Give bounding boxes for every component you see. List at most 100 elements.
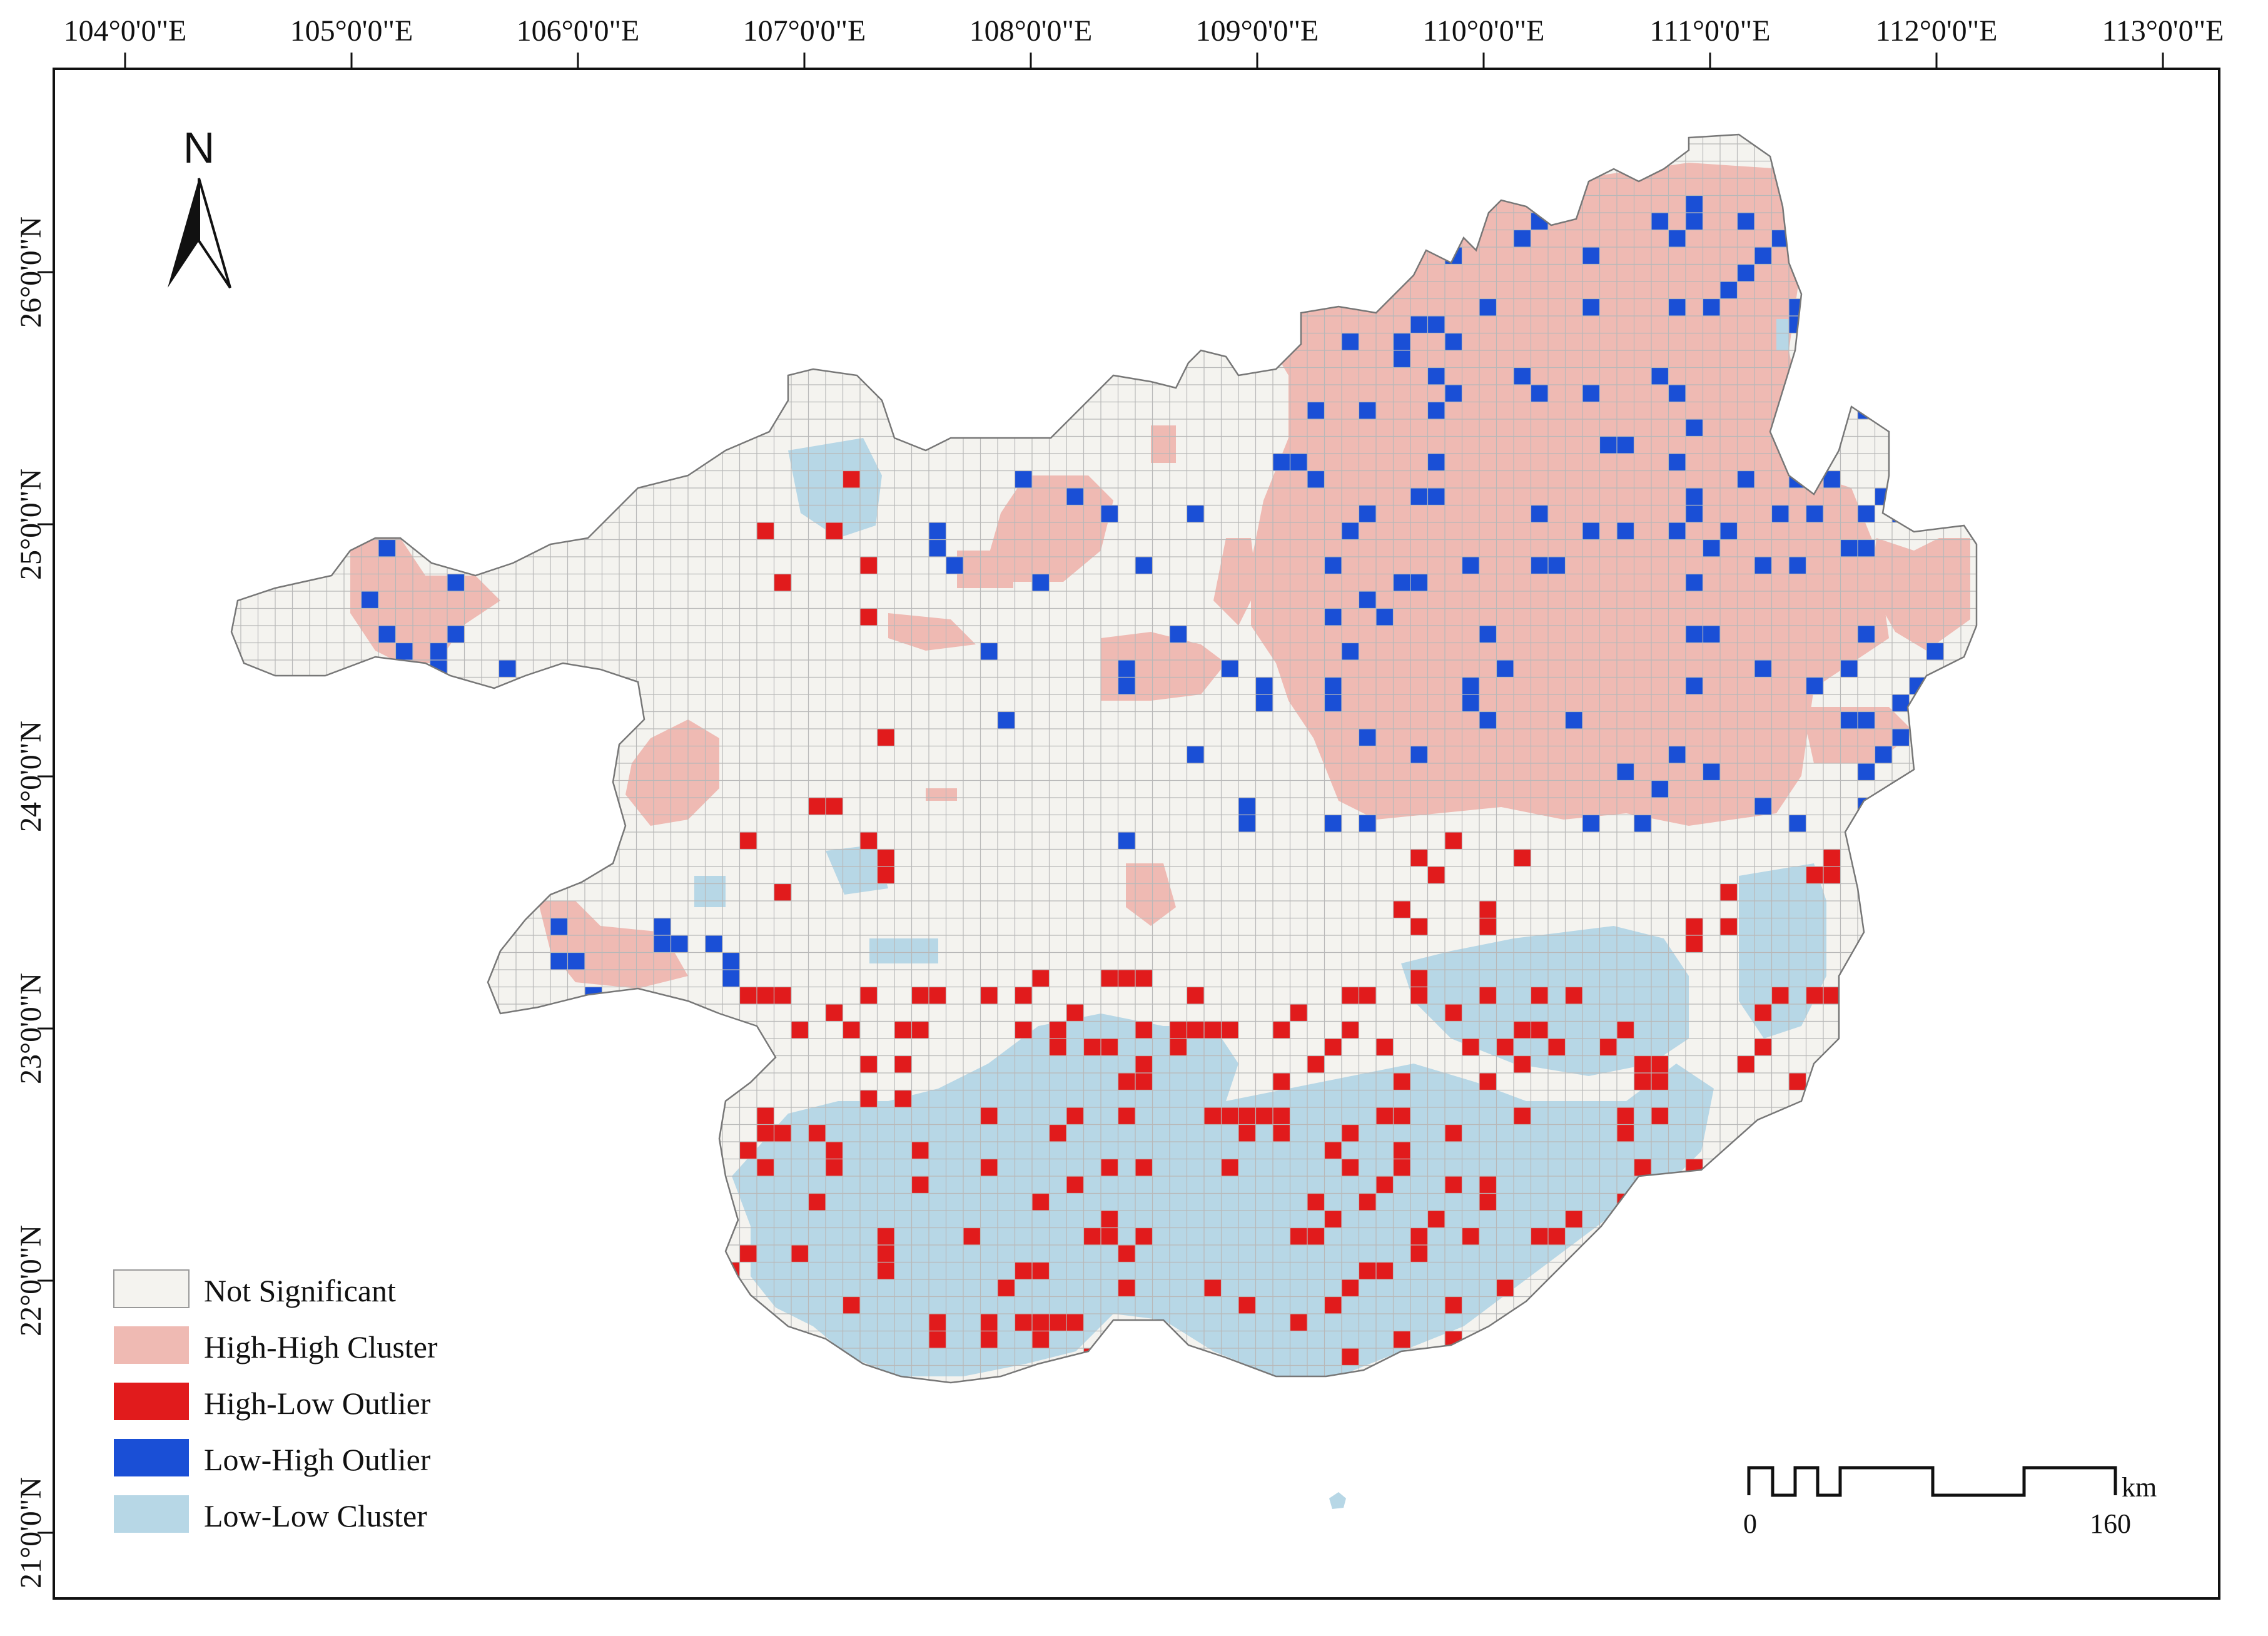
high-low-outlier [1617,1021,1634,1039]
legend-swatch-high-low [114,1383,189,1420]
high-low-outlier [911,1142,929,1159]
low-high-outlier [1514,367,1531,385]
high-low-outlier [774,574,791,591]
low-high-outlier [1720,522,1738,540]
high-low-outlier [1462,1227,1479,1245]
low-high-outlier [1858,539,1875,557]
low-high-outlier [1858,626,1875,643]
high-low-outlier [1410,1227,1428,1245]
low-high-outlier [499,660,516,678]
high-low-outlier [1823,987,1841,1004]
north-arrow-icon [168,178,231,289]
lon-label-108: 108°0'0"E [969,14,1093,48]
high-low-outlier [1548,1227,1566,1245]
low-high-outlier [1703,626,1720,643]
high-high-cluster [926,788,957,801]
high-low-outlier [1359,1193,1376,1211]
low-high-outlier [929,539,946,557]
high-low-outlier [739,1245,757,1263]
low-high-outlier [1514,230,1531,247]
low-high-outlier [1754,660,1772,678]
high-low-outlier [1049,1021,1066,1039]
high-low-outlier [980,1107,998,1125]
high-low-outlier [1135,970,1153,987]
low-high-outlier [1771,505,1789,522]
high-low-outlier [1135,1227,1153,1245]
scale-unit-label: km [2122,1472,2157,1503]
low-high-outlier [1479,298,1497,316]
low-high-outlier [1548,557,1566,574]
high-low-outlier [1118,1107,1135,1125]
high-low-outlier [1565,987,1582,1004]
low-high-outlier [1806,677,1823,694]
low-high-outlier [1307,402,1325,419]
high-low-outlier [1651,1107,1669,1125]
high-low-outlier [1238,1107,1256,1125]
high-low-outlier [1066,1314,1084,1331]
low-high-outlier [1789,815,1806,832]
high-low-outlier [1187,987,1204,1004]
low-high-outlier [1393,350,1410,368]
lon-label-109: 109°0'0"E [1196,14,1319,48]
low-high-outlier [1427,488,1445,506]
high-low-outlier [826,1004,843,1022]
low-high-outlier [1255,694,1273,712]
high-low-outlier [980,987,998,1004]
low-high-outlier [1840,711,1858,729]
high-low-outlier [774,1124,791,1142]
high-low-outlier [1548,1039,1566,1056]
low-high-outlier [1737,213,1754,230]
low-high-outlier [1651,213,1669,230]
high-low-outlier [860,608,878,626]
high-low-outlier [1032,1331,1050,1348]
low-high-outlier [1238,815,1256,832]
low-high-outlier [1926,643,1944,660]
low-high-outlier [1101,505,1118,522]
low-high-outlier [1359,815,1376,832]
high-low-outlier [1393,1073,1410,1090]
low-low-cluster [694,876,726,907]
high-low-outlier [1015,1314,1032,1331]
high-low-outlier [1255,1107,1273,1125]
high-low-outlier [911,1021,929,1039]
high-low-outlier [1238,1296,1256,1314]
low-high-outlier [1789,557,1806,574]
island [1329,1492,1346,1509]
high-low-outlier [1445,1124,1462,1142]
high-low-outlier [1599,1039,1617,1056]
high-low-outlier [929,987,946,1004]
high-low-outlier [1066,1176,1084,1194]
lon-label-107: 107°0'0"E [743,14,866,48]
high-low-outlier [826,522,843,540]
high-low-outlier [1118,1073,1135,1090]
low-high-outlier [946,557,963,574]
high-low-outlier [1823,849,1841,866]
high-low-outlier [1479,918,1497,935]
high-low-outlier [826,1159,843,1176]
low-high-outlier [654,918,671,935]
latitude-labels: 26°0'0"N 25°0'0"N 24°0'0"N 23°0'0"N 22°0… [14,216,48,1588]
low-high-outlier [1015,470,1032,488]
region-boundary [230,133,1978,1384]
high-low-outlier [1410,1245,1428,1263]
low-high-outlier [980,643,998,660]
high-low-outlier [1324,1142,1342,1159]
low-high-outlier [1342,333,1359,350]
lon-label-105: 105°0'0"E [290,14,413,48]
low-high-outlier [1858,711,1875,729]
high-low-outlier [929,1331,946,1348]
high-low-outlier [1531,987,1548,1004]
low-high-outlier [1187,505,1204,522]
high-low-outlier [1290,1227,1307,1245]
high-low-outlier [1307,1055,1325,1073]
high-low-outlier [980,1159,998,1176]
high-low-outlier [774,883,791,901]
high-low-outlier [860,832,878,850]
high-low-outlier [1410,987,1428,1004]
high-low-outlier [1479,1176,1497,1194]
low-high-outlier [1342,522,1359,540]
high-low-outlier [1342,1021,1359,1039]
high-low-outlier [1393,1331,1410,1348]
high-low-outlier [1514,1021,1531,1039]
low-high-outlier [1393,333,1410,350]
